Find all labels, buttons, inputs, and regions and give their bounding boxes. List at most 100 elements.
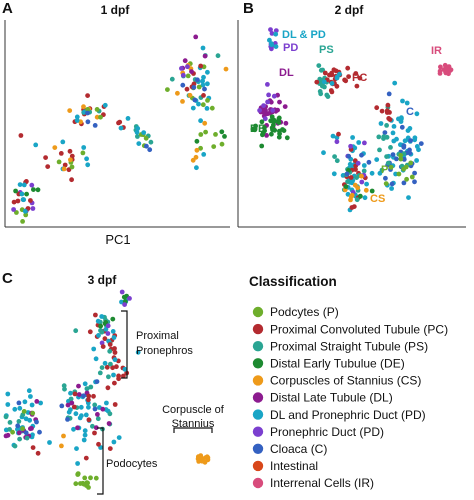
scatter-point xyxy=(265,99,270,105)
scatter-point xyxy=(116,435,122,440)
scatter-point xyxy=(28,426,33,432)
scatter-point xyxy=(354,175,359,181)
scatter-point xyxy=(61,166,67,172)
scatter-point xyxy=(391,138,397,144)
scatter-point xyxy=(182,58,188,64)
scatter-point xyxy=(47,440,52,445)
scatter-point xyxy=(94,107,100,112)
scatter-point xyxy=(86,417,92,423)
legend-marker-p xyxy=(252,306,264,318)
scatter-point xyxy=(204,106,210,111)
cluster-label-dl: DL xyxy=(279,67,294,79)
scatter-point xyxy=(7,420,13,425)
scatter-point xyxy=(19,191,25,197)
scatter-point xyxy=(273,31,279,37)
scatter-point xyxy=(190,105,196,111)
scatter-point xyxy=(189,69,194,74)
scatter-point xyxy=(271,119,277,124)
scatter-point xyxy=(143,135,149,141)
scatter-point xyxy=(21,182,27,188)
legend-marker-int xyxy=(252,460,264,472)
scatter-point xyxy=(75,472,81,477)
scatter-point xyxy=(390,130,396,136)
scatter-point xyxy=(100,344,106,349)
cluster-label-pc: PC xyxy=(352,72,367,84)
scatter-point xyxy=(147,147,153,153)
cluster-label-ps: PS xyxy=(319,44,334,56)
scatter-point xyxy=(358,193,363,199)
scatter-point xyxy=(381,136,386,142)
scatter-point xyxy=(392,80,398,86)
scatter-point xyxy=(202,120,208,126)
scatter-point xyxy=(90,423,95,429)
scatter-point xyxy=(359,173,364,179)
scatter-point xyxy=(404,100,410,106)
scatter-point xyxy=(408,160,414,166)
scatter-point xyxy=(203,129,209,135)
scatter-point xyxy=(73,328,79,334)
scatter-point xyxy=(125,116,131,121)
cluster-label-dl-pd: DL & PD xyxy=(282,29,326,41)
scatter-point xyxy=(12,406,18,412)
scatter-point xyxy=(24,191,29,197)
scatter-point xyxy=(108,361,113,367)
cluster-label-cs: CS xyxy=(370,193,385,205)
proximal-pronephros-label-line2: Pronephros xyxy=(136,345,193,357)
scatter-point xyxy=(121,373,126,379)
scatter-point xyxy=(134,129,140,135)
scatter-point xyxy=(384,123,389,128)
scatter-point xyxy=(362,195,368,201)
scatter-point xyxy=(383,181,389,187)
scatter-point xyxy=(407,147,412,153)
scatter-point xyxy=(412,179,417,185)
scatter-point xyxy=(85,93,90,98)
scatter-point xyxy=(359,152,364,158)
scatter-point xyxy=(135,134,140,139)
scatter-point xyxy=(366,159,372,165)
scatter-point xyxy=(271,93,277,99)
scatter-point xyxy=(82,381,88,387)
scatter-point xyxy=(83,455,89,461)
scatter-point xyxy=(267,37,272,43)
scatter-point xyxy=(92,406,98,412)
scatter-point xyxy=(85,107,90,112)
scatter-point xyxy=(106,421,112,426)
panel-a-title: 1 dpf xyxy=(101,3,131,17)
scatter-point xyxy=(344,171,350,177)
scatter-point xyxy=(13,188,18,194)
scatter-point xyxy=(364,181,369,187)
scatter-point xyxy=(385,160,391,166)
scatter-point xyxy=(16,400,22,406)
scatter-point xyxy=(179,66,184,71)
scatter-point xyxy=(437,71,443,76)
scatter-point xyxy=(399,124,405,130)
scatter-point xyxy=(269,114,275,120)
scatter-point xyxy=(11,199,17,205)
legend-label-pc: Proximal Convoluted Tubule (PC) xyxy=(270,322,448,336)
scatter-point xyxy=(45,164,51,170)
scatter-point xyxy=(16,419,22,424)
scatter-point xyxy=(61,433,66,439)
scatter-point xyxy=(355,160,361,166)
scatter-point xyxy=(202,86,207,92)
scatter-point xyxy=(219,141,225,147)
scatter-point xyxy=(30,432,35,438)
scatter-point xyxy=(88,475,93,481)
scatter-point xyxy=(15,423,21,429)
scatter-point xyxy=(343,78,349,84)
legend-marker-pd xyxy=(252,426,264,437)
scatter-point xyxy=(65,402,71,408)
scatter-point xyxy=(269,46,274,52)
scatter-point xyxy=(81,393,86,399)
scatter-point xyxy=(362,140,367,146)
scatter-point xyxy=(396,171,402,177)
scatter-point xyxy=(74,446,79,451)
scatter-point xyxy=(66,167,72,173)
scatter-point xyxy=(95,416,101,422)
scatter-point xyxy=(112,350,118,355)
scatter-point xyxy=(95,318,101,324)
scatter-point xyxy=(7,427,12,432)
scatter-point xyxy=(265,82,270,87)
scatter-point xyxy=(200,45,206,51)
scatter-point xyxy=(135,349,141,355)
